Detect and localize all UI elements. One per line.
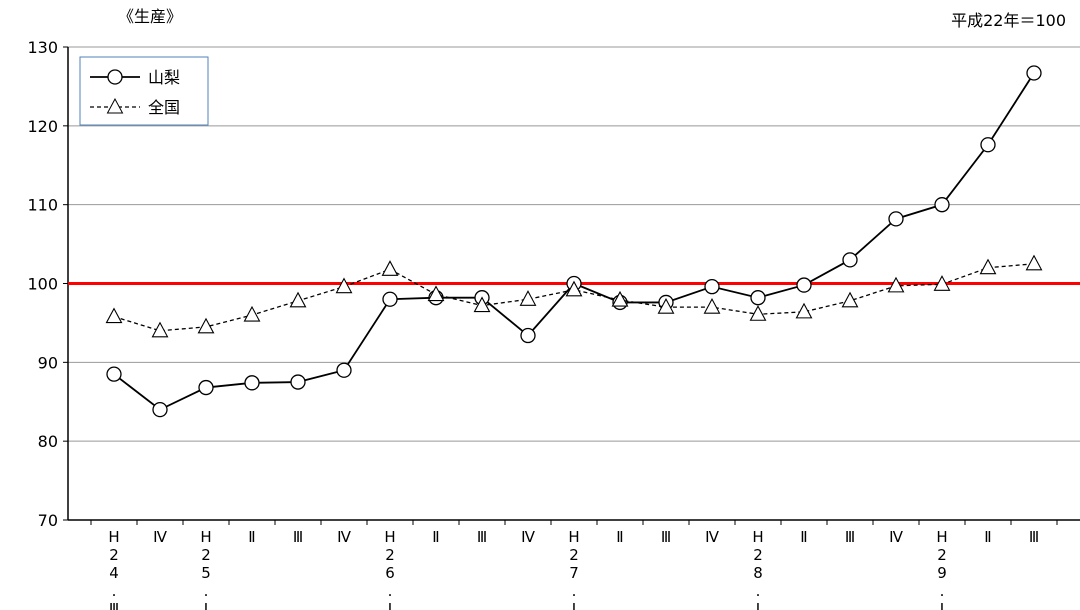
x-tick-label: Ⅳ [151,528,169,546]
point [842,252,858,268]
point [1026,65,1042,81]
point [152,401,168,418]
point [703,297,721,314]
x-tick-label: Ⅳ [519,528,537,546]
chart-subtitle: 平成22年＝100 [951,11,1066,30]
legend-box [79,56,209,126]
point [289,291,307,308]
x-tick-label: Ⅲ [841,528,859,546]
x-tick-label: H28.Ⅰ [749,528,767,610]
y-tick-label: 110 [27,196,58,215]
point [887,276,905,293]
x-tick-label: Ⅳ [335,528,353,546]
point [382,291,398,307]
x-tick-label: Ⅲ [657,528,675,546]
legend-label: 全国 [148,98,180,117]
point [520,327,536,344]
x-tick-label: H29.Ⅰ [933,528,951,610]
point [795,302,813,319]
y-tick-label: 90 [38,353,58,372]
point [796,277,812,293]
series-line [113,263,1035,332]
point [1025,254,1043,271]
x-tick-label: Ⅱ [795,528,813,546]
y-tick-label: 100 [27,275,58,294]
point [934,197,950,213]
point [980,137,996,153]
x-tick-label: Ⅱ [243,528,261,546]
point [841,291,859,308]
point [473,296,491,313]
point [336,362,352,378]
x-tick-label: Ⅱ [611,528,629,546]
x-tick-label: H27.Ⅰ [565,528,583,610]
legend-label: 山梨 [148,68,180,87]
x-tick-label: H26.Ⅰ [381,528,399,610]
point [933,275,951,291]
point [565,280,583,297]
point [198,379,214,396]
point [749,305,767,321]
point [611,290,629,307]
point [151,321,169,338]
x-tick-label: H24.Ⅲ [105,528,123,610]
point [197,317,215,334]
legend-marker [107,69,123,85]
y-tick-label: 80 [38,432,58,451]
series [105,254,1043,338]
x-tick-label: Ⅳ [703,528,721,546]
point [657,297,675,314]
x-tick-label: Ⅱ [427,528,445,546]
legend-marker [106,97,124,114]
point [979,258,997,275]
x-tick-label: Ⅲ [1025,528,1043,546]
point [381,260,399,276]
chart-title: 《生産》 [118,7,182,26]
x-tick-label: H25.Ⅰ [197,528,215,610]
point [427,285,445,302]
x-tick-label: Ⅱ [979,528,997,546]
point [243,305,261,322]
series [106,65,1042,418]
point [888,211,904,227]
series-line [113,72,1035,411]
point [244,375,260,391]
point [106,366,122,382]
point [750,290,766,306]
point [290,374,306,390]
x-tick-label: Ⅲ [473,528,491,546]
point [704,279,720,295]
y-tick-label: 120 [27,117,58,136]
y-tick-label: 70 [38,511,58,530]
point [105,307,123,324]
x-tick-label: Ⅲ [289,528,307,546]
point [335,277,353,294]
x-tick-label: Ⅳ [887,528,905,546]
y-tick-label: 130 [27,38,58,57]
point [519,290,537,306]
